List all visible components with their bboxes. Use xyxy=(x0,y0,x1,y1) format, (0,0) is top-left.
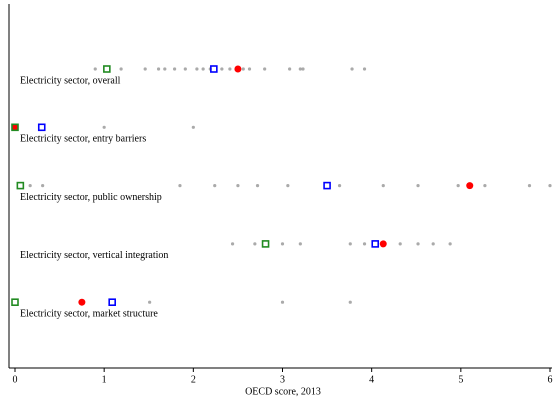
point xyxy=(263,67,267,71)
point xyxy=(148,300,152,304)
point xyxy=(178,184,182,188)
row-label: Electricity sector, market structure xyxy=(20,308,158,319)
point xyxy=(301,67,305,71)
point xyxy=(28,184,32,188)
point xyxy=(431,242,435,246)
point xyxy=(416,242,420,246)
point xyxy=(286,184,290,188)
point xyxy=(195,67,199,71)
point xyxy=(466,182,474,190)
point xyxy=(398,242,402,246)
point xyxy=(191,125,195,129)
point xyxy=(280,300,285,304)
point xyxy=(41,184,45,188)
point xyxy=(93,67,97,71)
point xyxy=(362,242,367,246)
point xyxy=(234,65,242,73)
point xyxy=(350,67,354,71)
point xyxy=(247,67,252,71)
point xyxy=(102,125,106,129)
point xyxy=(183,67,187,71)
point xyxy=(11,123,19,131)
point xyxy=(230,242,235,246)
point xyxy=(103,65,111,73)
point xyxy=(143,67,147,71)
point xyxy=(253,242,257,246)
point xyxy=(348,300,352,304)
point xyxy=(11,298,19,307)
x-tick-label: 0 xyxy=(13,374,18,385)
point xyxy=(381,184,385,188)
point xyxy=(379,240,387,248)
point xyxy=(16,181,25,190)
point xyxy=(261,240,270,248)
point xyxy=(201,67,205,71)
point xyxy=(241,67,245,71)
row-label: Electricity sector, entry barriers xyxy=(20,134,146,145)
point xyxy=(220,67,224,71)
point xyxy=(483,184,487,188)
point xyxy=(280,242,285,246)
point xyxy=(456,184,460,188)
point xyxy=(163,67,167,71)
row-label: Electricity sector, public ownership xyxy=(20,192,162,203)
point xyxy=(228,67,232,71)
point xyxy=(548,184,552,188)
point xyxy=(210,65,218,73)
point xyxy=(119,67,123,71)
x-tick-label: 3 xyxy=(280,374,285,385)
point xyxy=(37,123,46,132)
x-tick-label: 1 xyxy=(102,374,107,385)
x-tick-label: 2 xyxy=(191,374,196,385)
point xyxy=(156,67,161,71)
row-label: Electricity sector, vertical integration xyxy=(20,250,168,261)
point xyxy=(288,67,292,71)
point xyxy=(416,184,420,188)
row-label: Electricity sector, overall xyxy=(20,75,121,86)
point xyxy=(11,123,19,132)
x-tick-label: 4 xyxy=(369,374,374,385)
point xyxy=(78,298,86,306)
point xyxy=(298,67,302,71)
x-tick-label: 5 xyxy=(458,374,463,385)
point xyxy=(108,298,116,307)
x-tick-label: 6 xyxy=(548,374,553,385)
point xyxy=(236,184,240,188)
point xyxy=(337,184,342,188)
point xyxy=(255,184,260,188)
x-axis-title: OECD score, 2013 xyxy=(245,386,321,397)
point xyxy=(298,242,302,246)
point xyxy=(173,67,177,71)
point xyxy=(213,184,217,188)
point xyxy=(362,67,367,71)
point xyxy=(371,240,380,248)
point xyxy=(348,242,352,246)
point xyxy=(323,181,331,190)
point xyxy=(448,242,452,246)
point xyxy=(527,184,532,188)
